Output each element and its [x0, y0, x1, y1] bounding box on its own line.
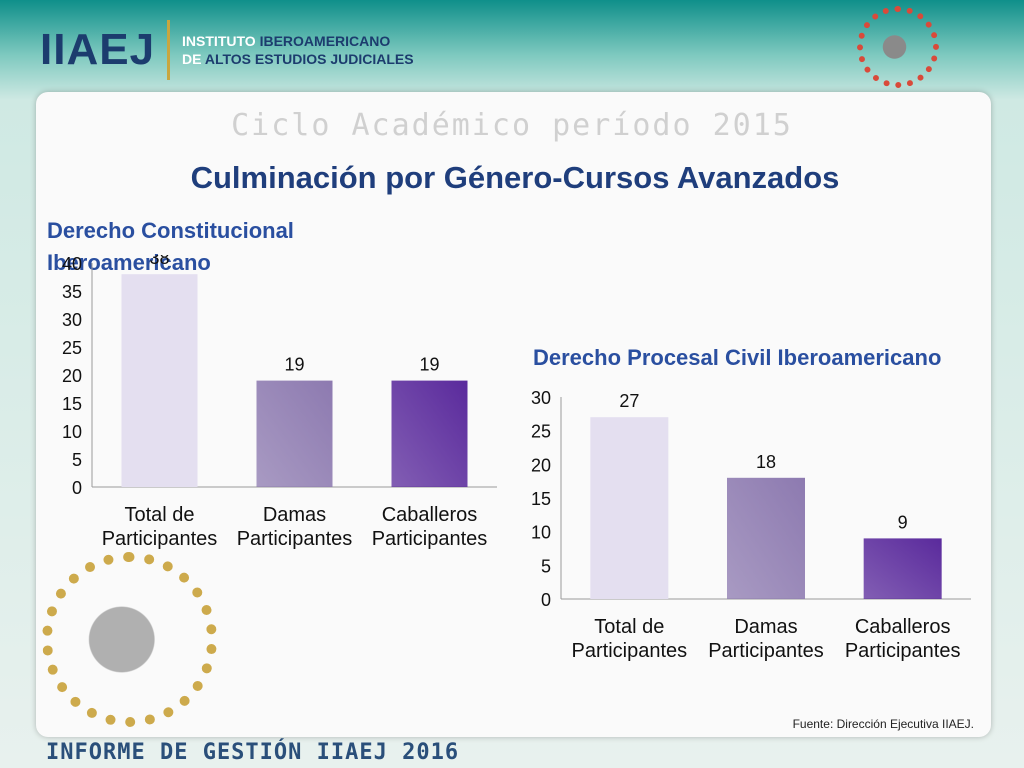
- y-tick-label: 40: [62, 255, 82, 274]
- bar: [590, 417, 669, 599]
- institute-name: INSTITUTO IBEROAMERICANO DE ALTOS ESTUDI…: [182, 32, 414, 68]
- chart2-title: Derecho Procesal Civil Iberoamericano: [533, 345, 942, 370]
- logo-divider: [167, 20, 171, 80]
- data-label: 9: [898, 512, 908, 532]
- cycle-heading: Ciclo Académico período 2015: [231, 108, 793, 143]
- y-tick-label: 5: [541, 556, 551, 576]
- chart-constitucional: 0 5 10 15 20 25 30 35 40 38 Total de Participantes 1…: [62, 255, 497, 550]
- y-tick-label: 35: [62, 282, 82, 302]
- page-title: Culminación por Género-Cursos Avanzados: [190, 160, 840, 195]
- inst-line1-b: IBEROAMERICANO: [259, 33, 391, 49]
- x-tick-label: Caballeros Participantes: [845, 616, 961, 662]
- y-tick-label: 10: [62, 422, 82, 442]
- y-tick-label: 30: [62, 310, 82, 330]
- data-label: 27: [619, 391, 639, 411]
- y-tick-label: 5: [72, 450, 82, 470]
- bar: [863, 538, 942, 599]
- y-tick-label: 25: [531, 422, 551, 442]
- bar: [256, 380, 333, 487]
- bar: [391, 380, 468, 487]
- flags-globe-icon: [857, 6, 939, 88]
- chart-procesal-civil: 0 5 10 15 20 25 30 27 Total de Participantes 18 Dam…: [531, 388, 971, 662]
- logo-mark: IIAEJ: [40, 25, 155, 75]
- source-note: Fuente: Dirección Ejecutiva IIAEJ.: [792, 717, 974, 731]
- y-tick-label: 0: [72, 478, 82, 498]
- footer-banner: INFORME DE GESTIÓN IIAEJ 2016: [46, 740, 460, 765]
- x-tick-label: Total de Participantes: [102, 504, 218, 550]
- y-tick-label: 15: [62, 394, 82, 414]
- x-tick-label: Damas Participantes: [708, 616, 824, 662]
- y-tick-label: 20: [62, 366, 82, 386]
- x-tick-label: Damas Participantes: [237, 504, 353, 550]
- flags-globe-icon: [42, 552, 217, 727]
- bar: [727, 477, 805, 599]
- data-label: 18: [756, 452, 776, 472]
- y-tick-label: 10: [531, 523, 551, 543]
- y-tick-label: 30: [531, 388, 551, 408]
- inst-line2-b: ALTOS ESTUDIOS JUDICIALES: [204, 51, 414, 67]
- y-tick-label: 20: [531, 455, 551, 475]
- x-tick-label: Caballeros Participantes: [372, 504, 488, 550]
- bar: [121, 274, 198, 487]
- institute-logo: IIAEJ INSTITUTO IBEROAMERICANO DE ALTOS …: [40, 10, 414, 90]
- chart1-title: Derecho Constitucional Iberoamericano: [47, 218, 294, 275]
- inst-line2-a: DE: [182, 51, 202, 67]
- logo-text: IIAEJ: [40, 25, 156, 74]
- y-tick-label: 15: [531, 489, 551, 509]
- data-label: 38: [149, 255, 169, 268]
- y-tick-label: 0: [541, 590, 551, 610]
- x-tick-label: Total de Participantes: [572, 616, 688, 662]
- y-tick-label: 25: [62, 338, 82, 358]
- data-label: 19: [284, 355, 304, 375]
- data-label: 19: [419, 355, 439, 375]
- inst-line1-a: INSTITUTO: [182, 33, 256, 49]
